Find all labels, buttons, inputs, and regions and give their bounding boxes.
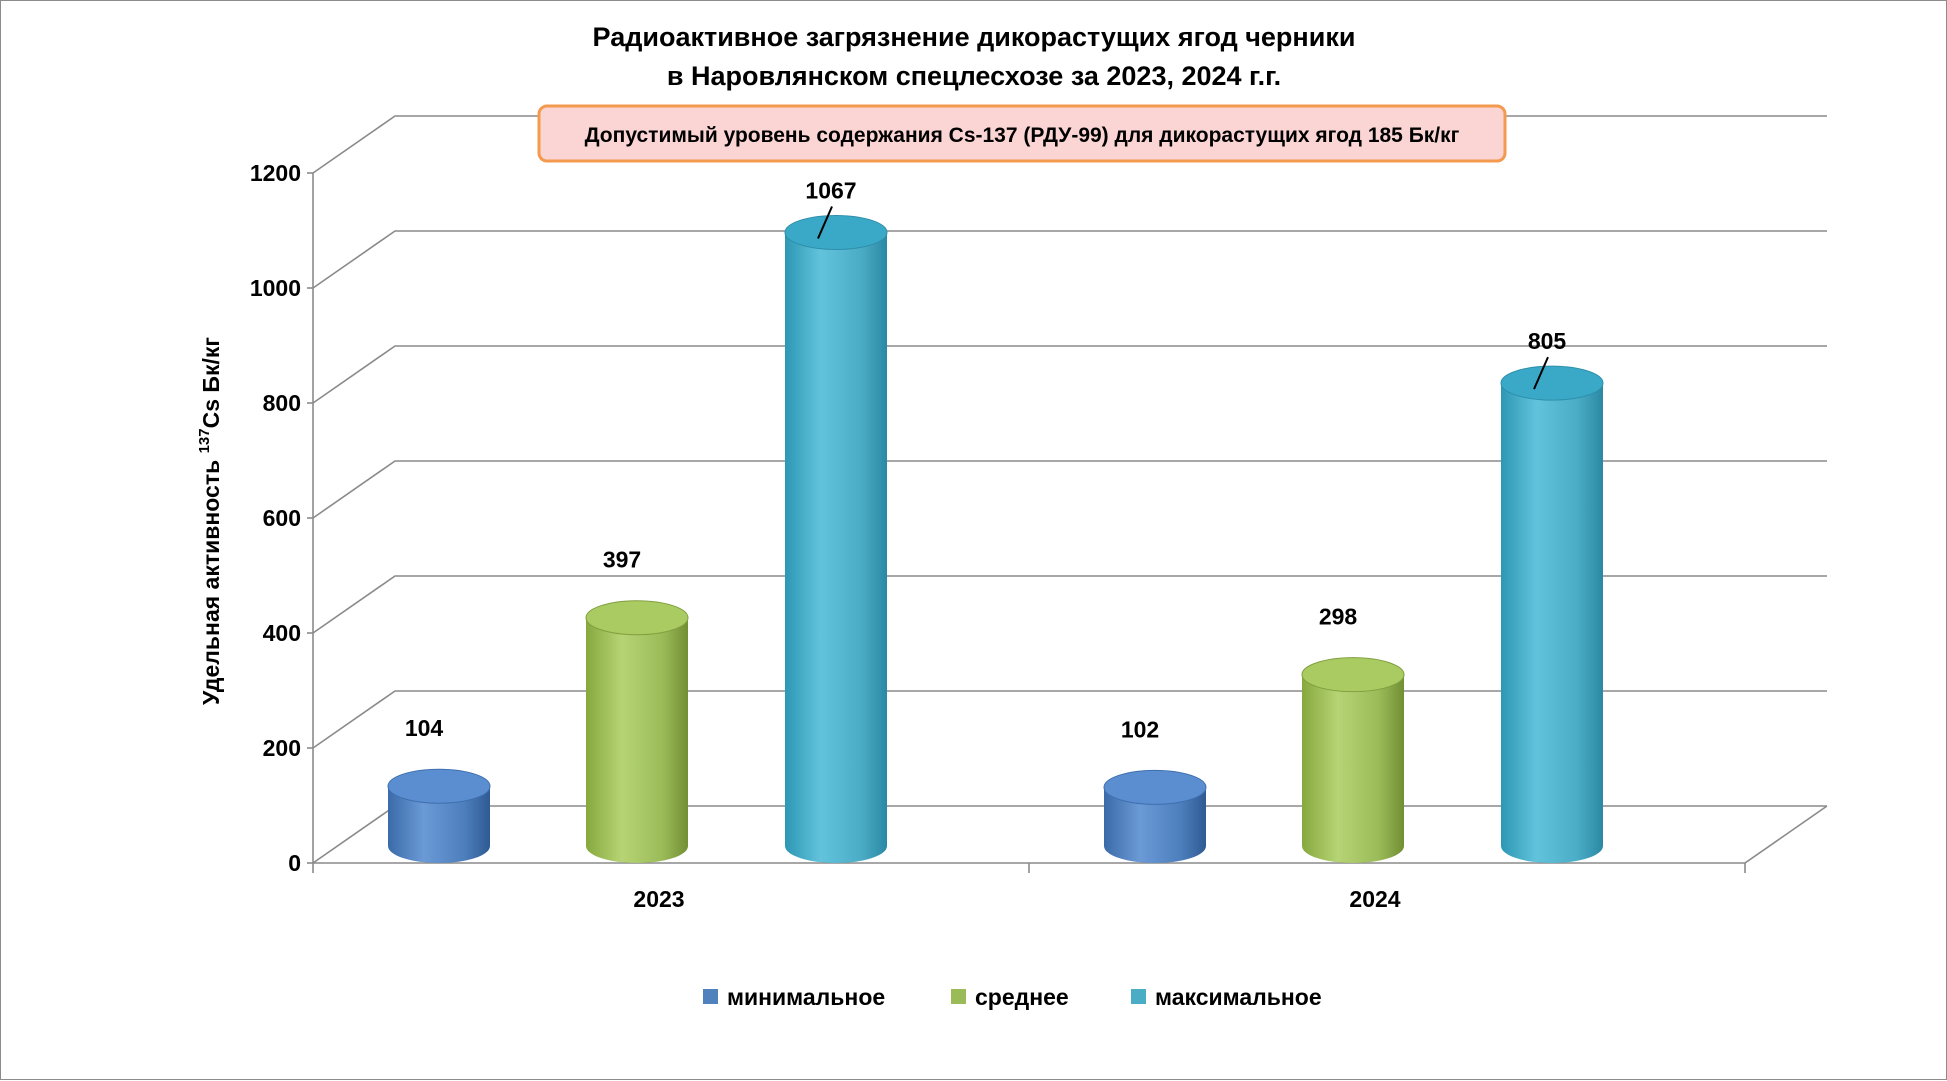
data-label: 397 — [603, 547, 641, 573]
x-tick-labels: 2023 2024 — [633, 886, 1400, 912]
gridline — [312, 460, 1827, 519]
bar-top — [1301, 657, 1405, 693]
bar-top — [1103, 769, 1207, 805]
legend-label: минимальное — [727, 984, 885, 1010]
legend-swatch — [703, 989, 718, 1004]
bar — [784, 214, 888, 863]
annotation-box-bg — [537, 104, 1507, 163]
bar-body — [1104, 787, 1206, 863]
data-label: 1067 — [805, 177, 856, 203]
bar — [387, 768, 491, 863]
data-label: 298 — [1319, 604, 1358, 630]
bar-top — [387, 768, 491, 804]
bar-top — [1500, 365, 1604, 401]
y-tick-label: 1000 — [250, 275, 301, 301]
y-tick-label: 1200 — [250, 160, 301, 186]
bar-top — [585, 600, 689, 636]
bar-body — [388, 786, 490, 863]
annotation-box: Допустимый уровень содержания Cs-137 (РД… — [537, 104, 1507, 163]
bars — [387, 214, 1604, 863]
legend-swatch — [951, 989, 966, 1004]
bar-body — [586, 617, 688, 863]
data-label: 102 — [1121, 716, 1159, 742]
gridlines — [312, 115, 1827, 864]
gridline — [312, 345, 1827, 404]
y-tick-label: 0 — [288, 850, 301, 876]
y-axis-title-unit: Cs Бк/кг — [198, 337, 224, 428]
y-tick-labels: 0 200 400 600 800 1000 1200 — [250, 160, 301, 876]
bar-body — [1501, 383, 1603, 863]
legend-label: максимальное — [1155, 984, 1322, 1010]
data-label-leader — [817, 206, 833, 239]
y-tick-label: 400 — [263, 620, 301, 646]
bar-body — [785, 232, 887, 863]
y-tick-label: 600 — [263, 505, 301, 531]
bar-body — [1302, 674, 1404, 863]
chart-title: Радиоактивное загрязнение дикорастущих я… — [593, 22, 1356, 52]
chart-subtitle: в Наровлянском спецлесхозе за 2023, 2024… — [667, 61, 1281, 91]
legend-label: среднее — [975, 984, 1069, 1010]
data-label: 805 — [1528, 328, 1567, 354]
legend: минимальное среднее максимальное — [703, 984, 1322, 1010]
floor-right-edge — [1744, 805, 1828, 864]
svg-text:Удельная активность 137Cs Бк/к: Удельная активность 137Cs Бк/кг — [196, 337, 224, 705]
bar — [1500, 365, 1604, 863]
annotation-text: Допустимый уровень содержания Cs-137 (РД… — [585, 124, 1460, 147]
y-tick-label: 800 — [263, 390, 301, 416]
data-labels: 104 397 1067 102 298 805 — [405, 177, 1567, 742]
x-tick-label: 2023 — [633, 886, 684, 912]
legend-swatch — [1131, 989, 1146, 1004]
bar — [1301, 657, 1405, 863]
y-axis-title: Удельная активность 137Cs Бк/кг — [196, 337, 224, 705]
gridline — [312, 230, 1827, 289]
bar — [585, 600, 689, 863]
data-label: 104 — [405, 715, 444, 741]
data-label-leader — [1533, 356, 1549, 390]
x-tick-label: 2024 — [1349, 886, 1400, 912]
gridline — [312, 575, 1827, 634]
bar — [1103, 769, 1207, 863]
y-tick-label: 200 — [263, 735, 301, 761]
y-axis-title-text: Удельная активность — [198, 453, 224, 705]
axes — [307, 172, 1828, 873]
bar-top — [784, 214, 888, 250]
y-axis-title-superscript: 137 — [196, 428, 213, 453]
